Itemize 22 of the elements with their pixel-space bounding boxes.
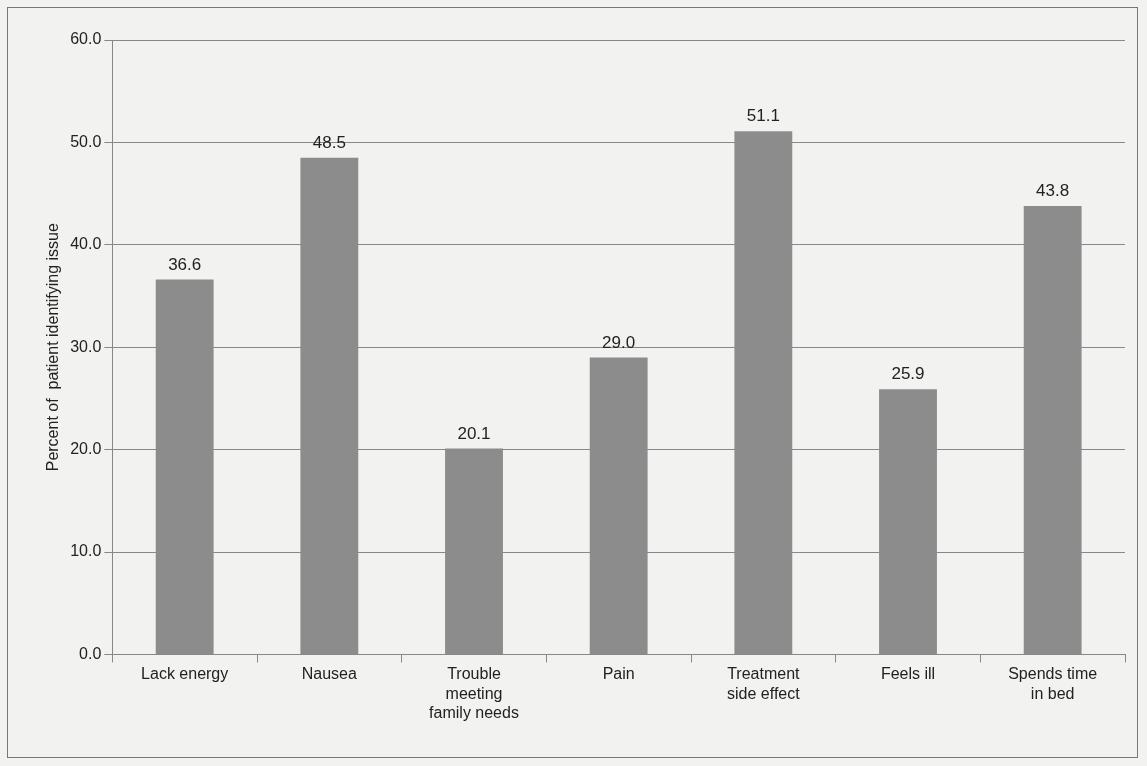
y-axis-title: Percent of patient identifying issue <box>44 223 62 472</box>
x-tick-label: Spends time in bed <box>1008 665 1098 702</box>
y-tick-label: 0.0 <box>79 644 102 662</box>
y-tick-label: 10.0 <box>70 542 102 560</box>
x-tick-label: Nausea <box>301 665 358 683</box>
data-label: 29.0 <box>602 332 636 352</box>
x-tick-label: Pain <box>602 665 635 683</box>
x-tick-label: Trouble meeting family needs <box>429 665 519 721</box>
data-label: 48.5 <box>312 132 346 152</box>
y-tick-label: 40.0 <box>70 235 102 253</box>
data-label: 43.8 <box>1036 181 1070 201</box>
y-tick-label: 60.0 <box>70 30 102 48</box>
x-tick-label: Lack energy <box>141 665 229 683</box>
data-label: 51.1 <box>746 106 780 126</box>
data-label: 36.6 <box>168 254 202 274</box>
y-tick-label: 20.0 <box>70 440 102 458</box>
data-label: 20.1 <box>457 423 491 443</box>
x-tick-label: Feels ill <box>880 665 936 683</box>
x-tick-label: Treatment side effect <box>727 665 801 702</box>
data-label: 25.9 <box>891 364 925 384</box>
y-tick-label: 30.0 <box>70 337 102 355</box>
y-tick-label: 50.0 <box>70 132 102 150</box>
